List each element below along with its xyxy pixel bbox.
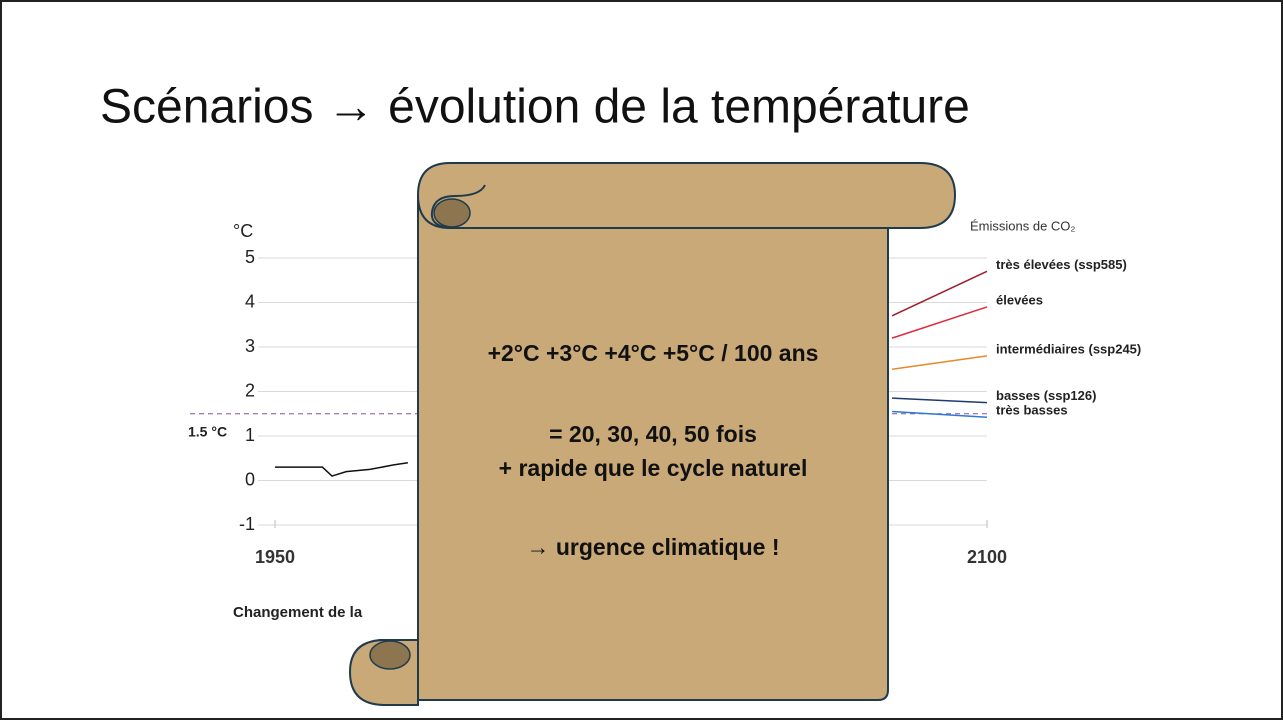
y-tick-label: 5	[245, 247, 255, 267]
legend-label: intermédiaires (ssp245)	[996, 341, 1141, 356]
x-tick-label: 1950	[255, 547, 295, 567]
y-axis-label: °C	[233, 221, 253, 241]
scroll-text: → urgence climatique !	[526, 534, 779, 560]
legend-label: élevées	[996, 292, 1043, 307]
series-line	[892, 397, 988, 404]
y-tick-label: 1	[245, 425, 255, 445]
scroll-text: = 20, 30, 40, 50 fois	[549, 421, 757, 447]
y-tick-label: 4	[245, 291, 255, 311]
slide-title: Scénarios → évolution de la température	[100, 81, 970, 134]
scroll: +2°C +3°C +4°C +5°C / 100 ans = 20, 30, …	[348, 162, 957, 706]
scroll-text: +2°C +3°C +4°C +5°C / 100 ans	[488, 340, 819, 366]
scroll-body	[379, 194, 889, 701]
y-tick-label: 3	[245, 336, 255, 356]
scroll-bottom-curl	[369, 640, 411, 670]
scroll-top-roll	[416, 162, 957, 229]
threshold-label: 1.5 °C	[188, 423, 227, 439]
legend-label: très élevées (ssp585)	[996, 257, 1127, 272]
scroll-curl	[430, 184, 486, 229]
series-line	[891, 270, 988, 317]
series-line	[892, 410, 988, 419]
y-tick-label: 2	[245, 380, 255, 400]
legend-label: basses (ssp126)	[996, 388, 1096, 403]
legend-title: Émissions de CO₂	[970, 218, 1075, 233]
scroll-text: + rapide que le cycle naturel	[499, 455, 808, 481]
chart-caption: Changement de la	[233, 604, 363, 621]
series-line	[275, 461, 409, 477]
x-tick-label: 2100	[967, 547, 1007, 567]
series-line	[891, 355, 988, 370]
scroll-curl-end	[433, 198, 471, 228]
y-tick-label: -1	[239, 514, 255, 534]
series-line	[891, 306, 988, 339]
y-tick-label: 0	[245, 469, 255, 489]
legend-label: très basses	[996, 403, 1068, 418]
